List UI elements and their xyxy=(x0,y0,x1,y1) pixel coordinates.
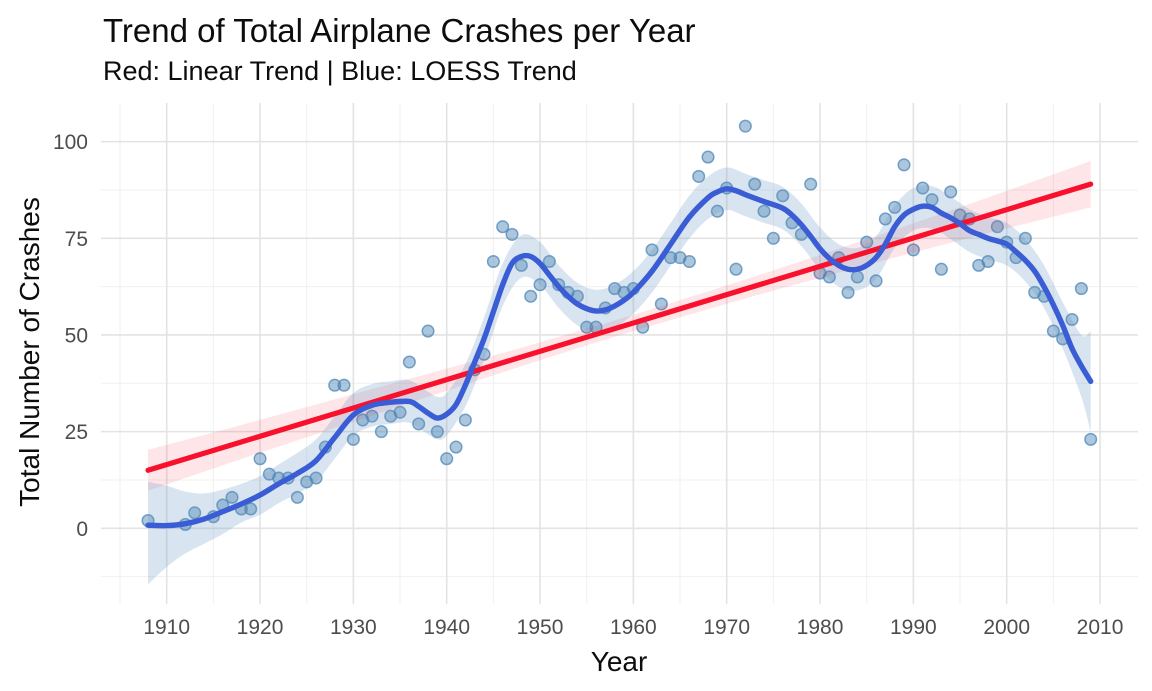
data-point xyxy=(738,119,752,133)
data-point xyxy=(486,254,500,269)
data-point xyxy=(682,254,696,269)
x-tick-label: 1940 xyxy=(423,616,470,639)
data-point xyxy=(1046,324,1060,338)
data-point xyxy=(449,440,463,454)
data-point xyxy=(188,506,202,520)
data-point xyxy=(710,204,724,218)
x-tick-label: 2010 xyxy=(1077,616,1124,639)
data-point xyxy=(804,177,818,191)
data-point xyxy=(309,471,323,485)
scatter-points xyxy=(141,119,1098,531)
data-point xyxy=(701,150,715,164)
data-point xyxy=(897,158,911,172)
loess-trend-line xyxy=(145,186,1094,529)
data-point xyxy=(412,417,426,431)
y-tick-label: 0 xyxy=(76,518,88,541)
data-point xyxy=(253,452,267,466)
x-tick-label: 1990 xyxy=(890,616,937,639)
data-point xyxy=(458,413,472,427)
x-tick-label: 1950 xyxy=(517,616,564,639)
data-point xyxy=(374,425,388,439)
x-axis-title: Year xyxy=(590,646,648,677)
data-point xyxy=(365,409,379,423)
data-point xyxy=(430,425,444,439)
data-point xyxy=(244,502,258,516)
data-point xyxy=(421,324,435,338)
data-point xyxy=(580,320,594,334)
data-point xyxy=(337,378,351,392)
data-point xyxy=(328,378,342,392)
data-point xyxy=(645,243,659,257)
x-tick-label: 1930 xyxy=(330,616,377,639)
gridlines xyxy=(101,103,1138,604)
data-point xyxy=(934,262,948,276)
data-point xyxy=(888,200,902,214)
data-point xyxy=(496,220,510,234)
axis-tick-labels: 0 25 50 75 100 1910 1920 1930 1940 1950 1960 1970 19… xyxy=(53,131,1123,639)
data-point xyxy=(290,490,304,504)
x-tick-label: 2000 xyxy=(983,616,1030,639)
data-point xyxy=(944,185,958,199)
x-tick-label: 1960 xyxy=(610,616,657,639)
data-point xyxy=(505,227,519,241)
series-layer xyxy=(141,119,1098,585)
data-point xyxy=(822,270,836,284)
data-point xyxy=(346,432,360,446)
x-tick-label: 1970 xyxy=(703,616,750,639)
data-point xyxy=(524,289,538,303)
data-point xyxy=(748,177,762,191)
data-point xyxy=(440,452,454,466)
linear-trend-line xyxy=(145,181,1094,473)
y-axis-title: Total Number of Crashes xyxy=(14,197,45,507)
data-point xyxy=(1084,432,1098,446)
data-point xyxy=(1018,231,1032,245)
data-point xyxy=(225,490,239,504)
data-point xyxy=(729,262,743,276)
data-point xyxy=(1065,312,1079,327)
data-point xyxy=(906,243,920,257)
x-tick-label: 1910 xyxy=(143,616,190,639)
chart-title: Trend of Total Airplane Crashes per Year xyxy=(103,12,696,49)
data-point xyxy=(841,285,855,299)
data-point xyxy=(393,405,407,419)
y-tick-label: 25 xyxy=(65,421,88,444)
data-point xyxy=(664,251,678,265)
data-point xyxy=(654,297,668,311)
data-point xyxy=(860,235,874,249)
y-tick-label: 50 xyxy=(65,324,88,347)
y-tick-label: 100 xyxy=(53,131,88,154)
data-point xyxy=(1074,282,1088,296)
data-point xyxy=(990,220,1004,234)
x-tick-label: 1920 xyxy=(237,616,284,639)
data-point xyxy=(766,231,780,245)
data-point xyxy=(692,169,706,183)
data-point xyxy=(402,355,416,369)
data-point xyxy=(757,204,771,218)
data-point xyxy=(878,212,892,226)
data-point xyxy=(533,278,547,292)
x-tick-label: 1980 xyxy=(797,616,844,639)
y-tick-label: 75 xyxy=(65,228,88,251)
data-point xyxy=(869,274,883,288)
data-point xyxy=(916,181,930,195)
data-point xyxy=(776,189,790,203)
data-point xyxy=(542,254,556,269)
chart-subtitle: Red: Linear Trend | Blue: LOESS Trend xyxy=(103,56,577,86)
data-point xyxy=(514,258,528,272)
data-point xyxy=(981,254,995,269)
